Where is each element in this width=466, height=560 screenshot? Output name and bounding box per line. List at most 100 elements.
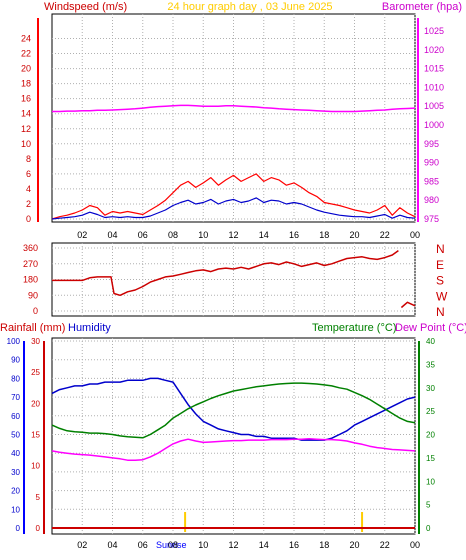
humidity-tick-100: 100 bbox=[7, 337, 21, 346]
wind-xtick-22: 22 bbox=[380, 230, 390, 240]
direction-tick-0: 0 bbox=[33, 306, 38, 316]
humidity-tick-0: 0 bbox=[16, 524, 21, 533]
thermo-xtick-16: 16 bbox=[289, 540, 299, 550]
rainfall-tick-15: 15 bbox=[31, 431, 40, 440]
barometer-tick-1005: 1005 bbox=[424, 101, 444, 111]
series-wind-gust bbox=[51, 173, 416, 220]
humidity-tick-50: 50 bbox=[11, 431, 20, 440]
wind-xtick-02: 02 bbox=[77, 230, 87, 240]
wind-xtick-08: 08 bbox=[168, 230, 178, 240]
barometer-tick-995: 995 bbox=[424, 139, 439, 149]
windspeed-tick-16: 16 bbox=[21, 94, 31, 104]
thermo-xtick-08: 08 bbox=[168, 540, 178, 550]
thermo-xtick-10: 10 bbox=[198, 540, 208, 550]
windspeed-tick-22: 22 bbox=[21, 49, 31, 59]
thermo-xtick-18: 18 bbox=[319, 540, 329, 550]
humidity-tick-30: 30 bbox=[11, 468, 20, 477]
direction-tick-180: 180 bbox=[23, 275, 38, 285]
humidity-tick-70: 70 bbox=[11, 393, 20, 402]
wind-xtick-16: 16 bbox=[289, 230, 299, 240]
series-barometer bbox=[52, 104, 416, 113]
wind-xtick-00: 00 bbox=[410, 230, 420, 240]
windspeed-tick-18: 18 bbox=[21, 79, 31, 89]
barometer-tick-1000: 1000 bbox=[424, 120, 444, 130]
temperature-tick-20: 20 bbox=[426, 431, 435, 440]
wind-xtick-10: 10 bbox=[198, 230, 208, 240]
windspeed-tick-24: 24 bbox=[21, 34, 31, 44]
barometer-tick-1010: 1010 bbox=[424, 82, 444, 92]
wind-xtick-14: 14 bbox=[259, 230, 269, 240]
series-wind-direction-part-1 bbox=[400, 301, 416, 309]
compass-tick-1: W bbox=[436, 289, 448, 303]
series-humidity bbox=[51, 377, 416, 441]
temperature-tick-5: 5 bbox=[426, 501, 431, 510]
windspeed-tick-6: 6 bbox=[26, 169, 31, 179]
rainfall-tick-0: 0 bbox=[36, 524, 41, 533]
direction-tick-360: 360 bbox=[23, 243, 38, 253]
windspeed-tick-14: 14 bbox=[21, 109, 31, 119]
temperature-tick-35: 35 bbox=[426, 360, 435, 369]
compass-tick-4: N bbox=[436, 242, 445, 256]
dewpoint-axis-title: Dew Point (°C) bbox=[395, 322, 466, 334]
windspeed-axis-title: Windspeed (m/s) bbox=[44, 1, 127, 13]
wind-xtick-06: 06 bbox=[138, 230, 148, 240]
humidity-tick-40: 40 bbox=[11, 449, 20, 458]
thermo-xtick-06: 06 bbox=[138, 540, 148, 550]
windspeed-tick-10: 10 bbox=[21, 139, 31, 149]
direction-tick-90: 90 bbox=[28, 290, 38, 300]
wind-xtick-20: 20 bbox=[349, 230, 359, 240]
rainfall-tick-25: 25 bbox=[31, 368, 40, 377]
barometer-tick-975: 975 bbox=[424, 214, 439, 224]
windspeed-tick-2: 2 bbox=[26, 199, 31, 209]
chart-date-title: 24 hour graph day , 03 June 2025 bbox=[167, 1, 332, 13]
barometer-tick-990: 990 bbox=[424, 158, 439, 168]
barometer-axis-title: Barometer (hpa) bbox=[382, 1, 462, 13]
thermo-xtick-14: 14 bbox=[259, 540, 269, 550]
wind-xtick-18: 18 bbox=[319, 230, 329, 240]
humidity-tick-80: 80 bbox=[11, 374, 20, 383]
series-wind-direction-part-0 bbox=[52, 249, 399, 297]
humidity-axis-title: Humidity bbox=[68, 322, 111, 334]
series-wind-speed bbox=[51, 197, 416, 220]
barometer-tick-985: 985 bbox=[424, 176, 439, 186]
temperature-tick-30: 30 bbox=[426, 384, 435, 393]
temperature-axis-title: Temperature (°C) bbox=[312, 322, 396, 334]
series-temperature bbox=[51, 382, 416, 439]
series-dew-point bbox=[51, 437, 416, 461]
compass-tick-2: S bbox=[436, 274, 444, 288]
barometer-tick-1020: 1020 bbox=[424, 45, 444, 55]
barometer-tick-1025: 1025 bbox=[424, 26, 444, 36]
wind-xtick-04: 04 bbox=[107, 230, 117, 240]
humidity-tick-60: 60 bbox=[11, 412, 20, 421]
temperature-tick-10: 10 bbox=[426, 477, 435, 486]
temperature-tick-0: 0 bbox=[426, 524, 431, 533]
windspeed-tick-4: 4 bbox=[26, 184, 31, 194]
windspeed-tick-8: 8 bbox=[26, 154, 31, 164]
barometer-tick-980: 980 bbox=[424, 195, 439, 205]
temperature-tick-40: 40 bbox=[426, 337, 435, 346]
compass-tick-0: N bbox=[436, 305, 445, 319]
rainfall-tick-5: 5 bbox=[36, 493, 41, 502]
thermo-xtick-02: 02 bbox=[77, 540, 87, 550]
sunrise-label: Sunrise bbox=[156, 540, 187, 550]
thermo-xtick-00: 00 bbox=[410, 540, 420, 550]
humidity-tick-90: 90 bbox=[11, 356, 20, 365]
thermo-xtick-04: 04 bbox=[107, 540, 117, 550]
humidity-tick-10: 10 bbox=[11, 505, 20, 514]
windspeed-tick-12: 12 bbox=[21, 124, 31, 134]
temperature-tick-25: 25 bbox=[426, 407, 435, 416]
windspeed-tick-20: 20 bbox=[21, 64, 31, 74]
thermo-xtick-12: 12 bbox=[228, 540, 238, 550]
temperature-tick-15: 15 bbox=[426, 454, 435, 463]
thermo-xtick-20: 20 bbox=[349, 540, 359, 550]
direction-tick-270: 270 bbox=[23, 259, 38, 269]
wind-xtick-12: 12 bbox=[228, 230, 238, 240]
humidity-tick-20: 20 bbox=[11, 487, 20, 496]
windspeed-tick-0: 0 bbox=[26, 214, 31, 224]
rainfall-axis-title: Rainfall (mm) bbox=[0, 322, 65, 334]
rainfall-tick-20: 20 bbox=[31, 399, 40, 408]
rainfall-tick-30: 30 bbox=[31, 337, 40, 346]
barometer-tick-1015: 1015 bbox=[424, 64, 444, 74]
